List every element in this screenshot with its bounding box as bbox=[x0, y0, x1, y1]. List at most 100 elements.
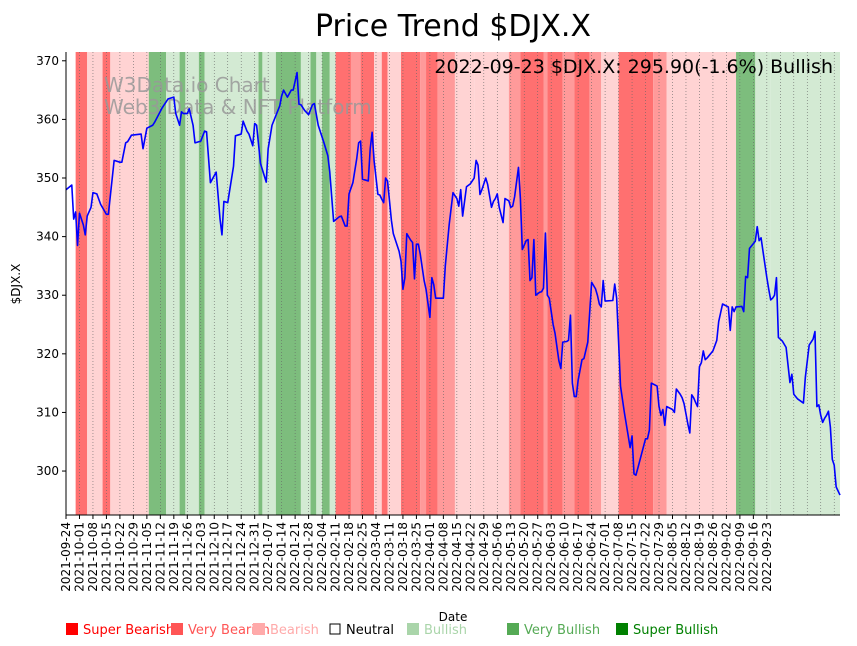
y-axis-label: $DJX.X bbox=[9, 264, 23, 305]
y-tick-label-340: 340 bbox=[36, 230, 59, 244]
regime-band-14 bbox=[275, 52, 301, 515]
regime-band-1 bbox=[75, 52, 88, 515]
legend-label-6: Super Bullish bbox=[633, 623, 718, 638]
x-tick-label-28: 2022-04-08 bbox=[436, 522, 450, 592]
regime-band-25 bbox=[387, 52, 402, 515]
y-tick-label-360: 360 bbox=[36, 112, 59, 126]
regime-band-21 bbox=[350, 52, 361, 515]
price-series bbox=[65, 71, 841, 496]
series-line-0 bbox=[65, 71, 841, 496]
regime-band-2 bbox=[87, 52, 103, 515]
y-tick-label-300: 300 bbox=[36, 464, 59, 478]
x-tick-label-46: 2022-08-12 bbox=[679, 522, 693, 592]
regime-band-29 bbox=[437, 52, 455, 515]
x-tick-label-47: 2022-08-19 bbox=[692, 522, 706, 592]
regime-band-45 bbox=[755, 52, 771, 515]
x-tick-label-20: 2022-02-11 bbox=[329, 522, 343, 592]
watermark-line-2: Web3 Data & NFT Platform bbox=[104, 95, 372, 119]
legend-label-0: Super Bearish bbox=[83, 623, 174, 638]
x-tick-label-52: 2022-09-23 bbox=[760, 522, 774, 592]
x-tick-label-1: 2021-10-01 bbox=[72, 522, 86, 592]
regime-band-39 bbox=[601, 52, 619, 515]
regime-band-23 bbox=[374, 52, 382, 515]
regime-band-41 bbox=[653, 52, 667, 515]
legend-item-4: Bullish bbox=[407, 623, 467, 638]
legend-item-3: Neutral bbox=[329, 623, 394, 638]
x-tick-label-18: 2022-01-28 bbox=[302, 522, 316, 592]
legend-item-0: Super Bearish bbox=[66, 623, 174, 638]
regime-band-13 bbox=[262, 52, 276, 515]
legend-swatch-6 bbox=[616, 623, 628, 635]
regime-band-33 bbox=[520, 52, 544, 515]
watermark: W3Data.io Chart Web3 Data & NFT Platform bbox=[104, 73, 372, 119]
legend-item-6: Super Bullish bbox=[616, 623, 718, 638]
y-tick-label-310: 310 bbox=[36, 405, 59, 419]
regime-band-15 bbox=[300, 52, 311, 515]
x-tick-label-27: 2022-04-01 bbox=[423, 522, 437, 592]
regime-band-38 bbox=[589, 52, 602, 515]
x-tick-label-42: 2022-07-15 bbox=[625, 522, 639, 592]
legend-item-2: Bearish bbox=[253, 623, 319, 638]
chart-title: Price Trend $DJX.X bbox=[315, 9, 591, 44]
x-tick-label-44: 2022-07-29 bbox=[652, 522, 666, 592]
x-axis-label: Date bbox=[439, 610, 468, 624]
regime-band-20 bbox=[335, 52, 351, 515]
regime-band-40 bbox=[618, 52, 654, 515]
x-tick-label-22: 2022-02-25 bbox=[356, 522, 370, 592]
x-tick-label-11: 2021-12-10 bbox=[207, 522, 221, 592]
x-tick-label-4: 2021-10-22 bbox=[113, 522, 127, 592]
legend-swatch-1 bbox=[171, 623, 183, 635]
y-tick-label-350: 350 bbox=[36, 171, 59, 185]
regime-band-24 bbox=[381, 52, 388, 515]
regime-band-0 bbox=[66, 52, 76, 515]
x-tick-label-43: 2022-07-22 bbox=[639, 522, 653, 592]
x-tick-label-10: 2021-12-03 bbox=[194, 522, 208, 592]
regime-band-37 bbox=[574, 52, 590, 515]
regime-band-7 bbox=[179, 52, 186, 515]
x-tick-label-6: 2021-11-05 bbox=[140, 522, 154, 592]
regime-band-36 bbox=[562, 52, 575, 515]
x-tick-label-41: 2022-07-08 bbox=[612, 522, 626, 592]
regime-band-4 bbox=[110, 52, 149, 515]
price-annotation: 2022-09-23 $DJX.X: 295.90(-1.6%) Bullish bbox=[434, 56, 833, 78]
x-tick-label-31: 2022-04-29 bbox=[477, 522, 491, 592]
regime-band-16 bbox=[310, 52, 317, 515]
x-tick-label-37: 2022-06-10 bbox=[558, 522, 572, 592]
regime-band-18 bbox=[322, 52, 330, 515]
regime-bands bbox=[66, 52, 840, 515]
x-tick-label-40: 2022-07-01 bbox=[598, 522, 612, 592]
x-tick-label-23: 2022-03-04 bbox=[369, 522, 383, 592]
x-tick-label-51: 2022-09-16 bbox=[746, 522, 760, 592]
legend-label-1: Very Bearish bbox=[188, 623, 270, 638]
legend-label-5: Very Bullish bbox=[524, 623, 600, 638]
regime-band-35 bbox=[547, 52, 563, 515]
x-tick-label-48: 2022-08-26 bbox=[706, 522, 720, 592]
x-tick-label-8: 2021-11-19 bbox=[167, 522, 181, 592]
legend-label-4: Bullish bbox=[424, 623, 467, 638]
x-tick-label-36: 2022-06-03 bbox=[544, 522, 558, 592]
x-tick-label-29: 2022-04-15 bbox=[450, 522, 464, 592]
regime-band-5 bbox=[148, 52, 167, 515]
x-tick-label-39: 2022-06-24 bbox=[585, 522, 599, 592]
x-tick-label-13: 2021-12-24 bbox=[234, 522, 248, 592]
x-tick-label-35: 2022-05-27 bbox=[531, 522, 545, 592]
regime-band-19 bbox=[329, 52, 336, 515]
regime-band-17 bbox=[316, 52, 323, 515]
x-tick-label-17: 2022-01-21 bbox=[288, 522, 302, 592]
x-tick-label-24: 2022-03-11 bbox=[382, 522, 396, 592]
x-tick-label-9: 2021-11-26 bbox=[180, 522, 194, 592]
watermark-line-1: W3Data.io Chart bbox=[104, 73, 270, 97]
legend-swatch-3 bbox=[329, 623, 341, 635]
regime-band-42 bbox=[666, 52, 685, 515]
x-tick-label-32: 2022-05-06 bbox=[490, 522, 504, 592]
legend-swatch-4 bbox=[407, 623, 419, 635]
x-tick-label-26: 2022-03-25 bbox=[409, 522, 423, 592]
legend-swatch-5 bbox=[507, 623, 519, 635]
regime-band-11 bbox=[210, 52, 259, 515]
x-tick-label-15: 2022-01-07 bbox=[261, 522, 275, 592]
x-tick-label-19: 2022-02-04 bbox=[315, 522, 329, 592]
x-tick-label-12: 2021-12-17 bbox=[221, 522, 235, 592]
x-tick-label-25: 2022-03-18 bbox=[396, 522, 410, 592]
x-tick-label-3: 2021-10-15 bbox=[99, 522, 113, 592]
